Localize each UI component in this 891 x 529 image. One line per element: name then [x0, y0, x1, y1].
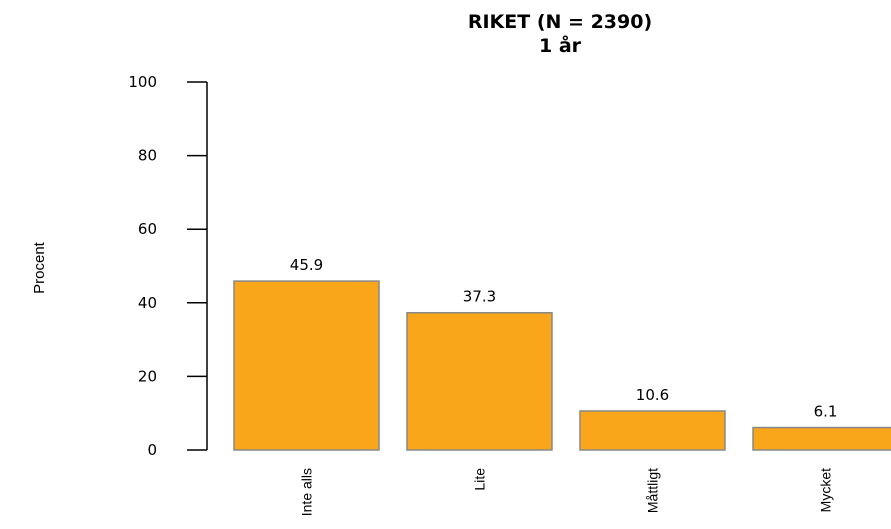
y-tick-label: 100	[128, 73, 157, 91]
y-tick-label: 0	[147, 441, 157, 459]
chart-subtitle: 1 år	[539, 33, 582, 57]
bar-value-label: 10.6	[636, 386, 669, 404]
bar-value-label: 45.9	[290, 256, 323, 274]
y-tick-label: 20	[138, 367, 157, 385]
bars-group	[233, 280, 891, 451]
chart-title: RIKET (N = 2390)	[468, 11, 652, 33]
y-axis-ticks: 0 20 40 60 80 100	[128, 73, 207, 459]
category-label: Lite	[472, 468, 488, 491]
bar	[406, 311, 553, 451]
bar-value-label: 37.3	[463, 288, 496, 306]
bar-value-label: 6.1	[814, 403, 838, 421]
value-labels-group: 45.9 37.3 10.6 6.1	[290, 256, 838, 420]
y-axis-title: Procent	[31, 241, 48, 294]
category-label: Inte alls	[299, 468, 315, 516]
y-tick-label: 80	[138, 147, 157, 165]
y-tick-label: 60	[138, 220, 157, 238]
category-label: Måttligt	[645, 468, 661, 513]
y-tick-label: 40	[138, 294, 157, 312]
category-label: Mycket	[818, 468, 834, 512]
bar	[752, 426, 891, 451]
bar	[233, 280, 380, 451]
category-labels-group: Inte alls Lite Måttligt Mycket	[299, 468, 834, 516]
bar	[579, 410, 726, 451]
